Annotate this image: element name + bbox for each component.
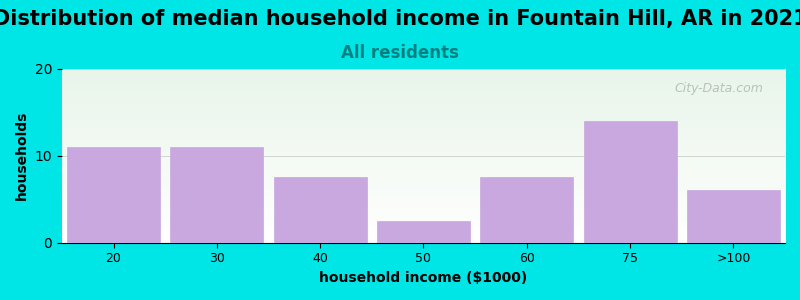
Bar: [274, 177, 366, 243]
Y-axis label: households: households: [15, 111, 29, 200]
Bar: [67, 147, 160, 243]
Bar: [583, 121, 677, 243]
Text: City-Data.com: City-Data.com: [674, 82, 763, 95]
Bar: [170, 147, 263, 243]
Bar: [377, 221, 470, 243]
Text: Distribution of median household income in Fountain Hill, AR in 2021: Distribution of median household income …: [0, 9, 800, 29]
X-axis label: household income ($1000): household income ($1000): [319, 271, 527, 285]
Text: All residents: All residents: [341, 44, 459, 62]
Bar: [687, 190, 780, 243]
Bar: [480, 177, 574, 243]
